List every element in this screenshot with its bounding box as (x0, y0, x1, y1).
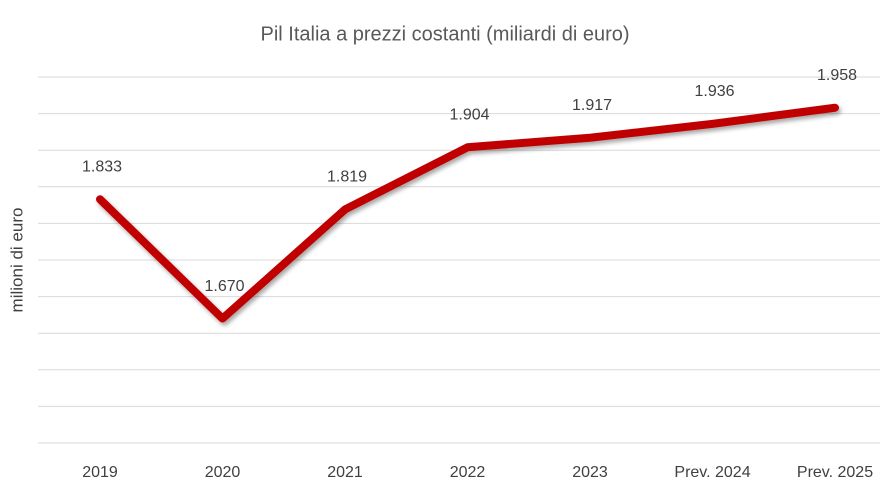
data-label: 1.917 (572, 97, 612, 114)
x-tick-label: 2019 (82, 464, 118, 481)
chart-title: Pil Italia a prezzi costanti (miliardi d… (260, 23, 629, 45)
data-label: 1.904 (449, 106, 489, 123)
x-tick-label: Prev. 2025 (797, 464, 873, 481)
x-tick-label: 2023 (572, 464, 608, 481)
x-tick-label: Prev. 2024 (674, 464, 750, 481)
data-label: 1.819 (327, 169, 367, 186)
data-label: 1.936 (694, 83, 734, 100)
data-label: 1.958 (817, 67, 857, 84)
data-line (96, 103, 839, 323)
data-label: 1.833 (82, 158, 122, 175)
data-label: 1.670 (204, 278, 244, 295)
y-axis-label: milioni di euro (7, 208, 26, 313)
x-tick-label: 2020 (205, 464, 241, 481)
x-tick-label: 2022 (450, 464, 486, 481)
x-tick-label: 2021 (327, 464, 363, 481)
